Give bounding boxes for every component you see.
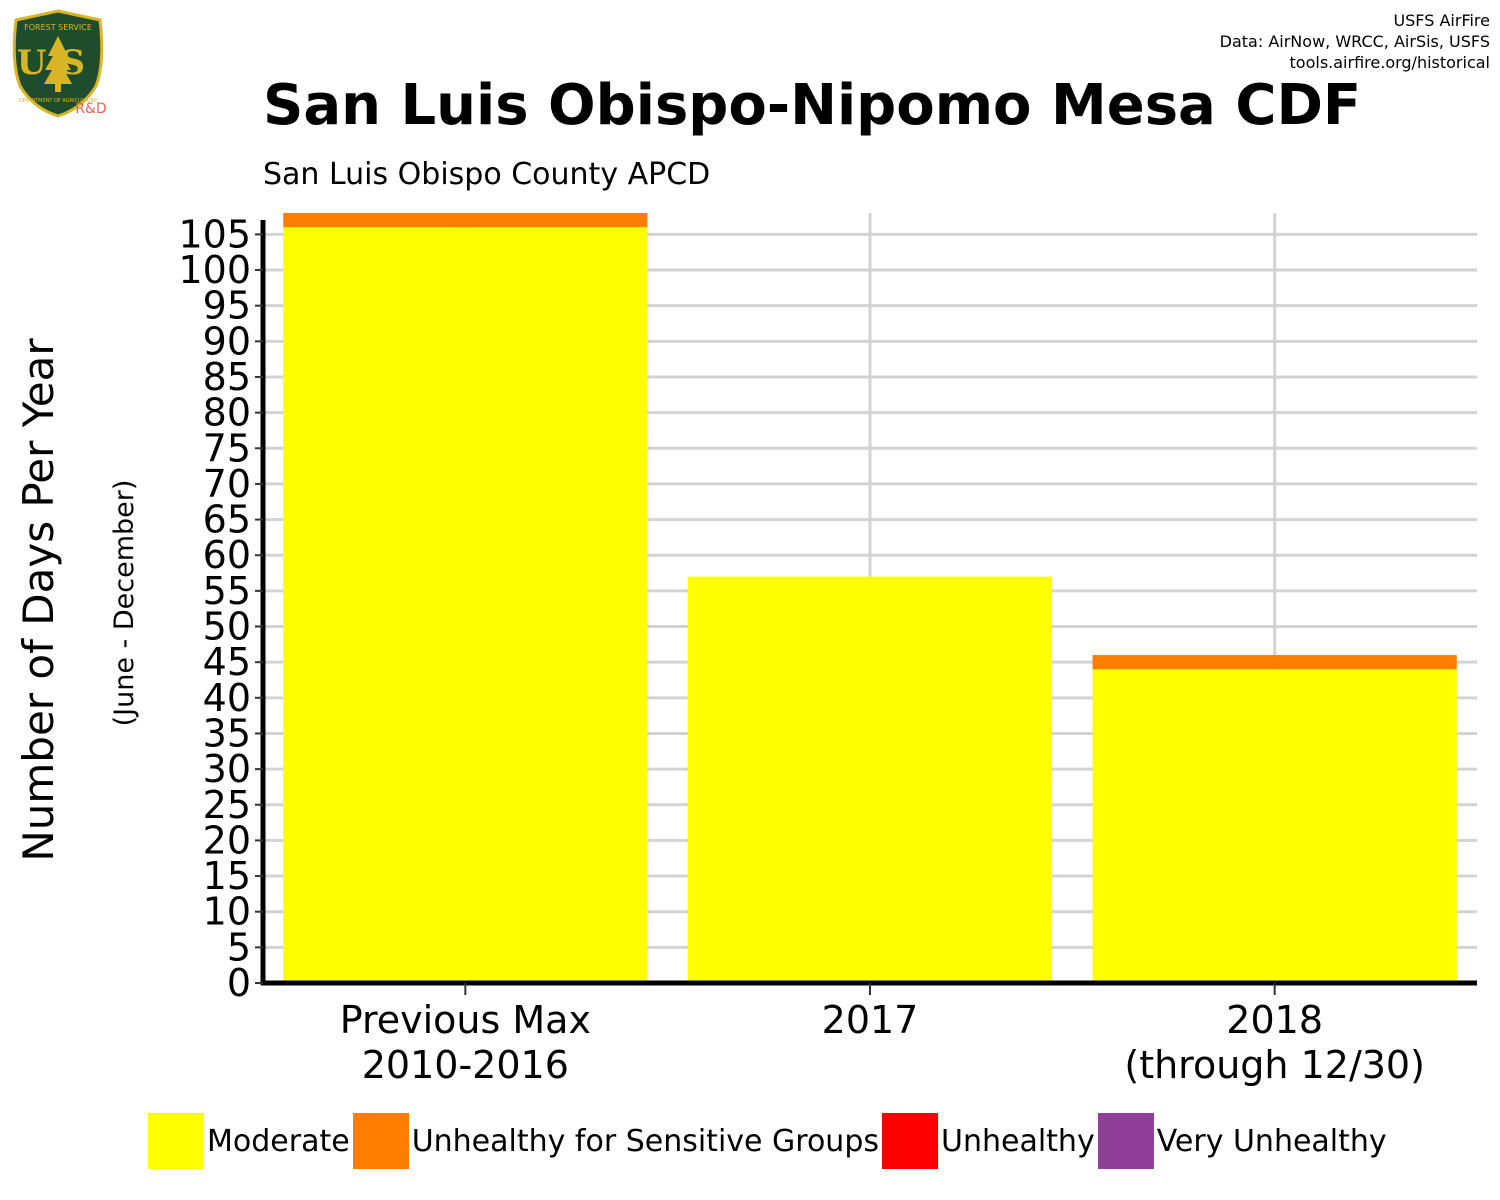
legend-swatch <box>352 1113 409 1169</box>
chart-subtitle: San Luis Obispo County APCD <box>263 157 711 192</box>
legend-swatch <box>148 1113 204 1169</box>
x-tick-label: 2017 <box>822 998 919 1042</box>
x-tick-label: (through 12/30) <box>1124 1043 1425 1087</box>
logo-bottom-text: DEPARTMENT OF AGRICULTURE <box>19 98 97 104</box>
y-tick-label: 15 <box>203 854 251 898</box>
legend-item-very-unhealthy: Very Unhealthy <box>1097 1113 1387 1169</box>
legend-label: Unhealthy for Sensitive Groups <box>411 1123 879 1159</box>
bar-segment <box>1092 655 1457 670</box>
y-tick-label: 40 <box>203 676 251 720</box>
y-tick-label: 30 <box>203 747 251 791</box>
logo-top-text: FOREST SERVICE <box>24 23 92 32</box>
y-tick-label: 80 <box>203 391 251 435</box>
y-tick-label: 70 <box>203 462 251 506</box>
y-axis-label: Number of Days Per Year <box>14 338 63 862</box>
usfs-logo: FOREST SERVICE US DEPARTMENT OF AGRICULT… <box>12 9 107 118</box>
legend-item-usg: Unhealthy for Sensitive Groups <box>352 1113 879 1169</box>
bar-segment <box>1092 669 1457 983</box>
tree-trunk-icon <box>55 84 61 92</box>
x-tick-label: Previous Max <box>340 998 591 1042</box>
y-tick-label: 5 <box>227 925 251 969</box>
legend: Moderate Unhealthy for Sensitive Groups … <box>148 1113 1390 1169</box>
logo-badge: R&D <box>75 101 106 117</box>
bar-segment <box>283 227 648 983</box>
y-tick-label: 20 <box>203 818 251 862</box>
y-tick-label: 95 <box>203 284 251 328</box>
y-tick-label: 50 <box>203 605 251 649</box>
y-tick-label: 90 <box>203 319 251 363</box>
y-tick-label: 55 <box>203 569 251 613</box>
legend-item-moderate: Moderate <box>148 1113 350 1169</box>
credit-line: USFS AirFire <box>1393 11 1490 30</box>
credit-line: tools.airfire.org/historical <box>1289 53 1490 72</box>
legend-swatch <box>1097 1113 1154 1169</box>
credit-line: Data: AirNow, WRCC, AirSis, USFS <box>1219 32 1490 51</box>
credits: USFS AirFire Data: AirNow, WRCC, AirSis,… <box>1220 10 1490 73</box>
y-tick-label: 105 <box>178 212 251 256</box>
x-tick-label: 2010-2016 <box>362 1043 569 1087</box>
y-tick-label: 25 <box>203 783 251 827</box>
y-tick-label: 35 <box>203 711 251 755</box>
x-tick-label: 2018 <box>1226 998 1323 1042</box>
legend-item-unhealthy: Unhealthy <box>882 1113 1095 1169</box>
y-tick-label: 10 <box>203 890 251 934</box>
y-tick-label: 0 <box>227 961 251 1005</box>
bar-segment <box>283 213 648 228</box>
bar-segment <box>687 576 1053 983</box>
y-tick-label: 60 <box>203 533 251 577</box>
tree-icon <box>44 36 72 84</box>
y-tick-label: 45 <box>203 640 251 684</box>
y-tick-label: 65 <box>203 498 251 542</box>
y-tick-label: 100 <box>178 248 251 292</box>
legend-swatch <box>882 1113 938 1169</box>
chart-title: San Luis Obispo-Nipomo Mesa CDF <box>263 73 1362 138</box>
y-axis-sublabel: (June - December) <box>109 480 140 727</box>
legend-label: Moderate <box>207 1123 350 1159</box>
y-tick-label: 85 <box>203 355 251 399</box>
legend-label: Very Unhealthy <box>1156 1123 1387 1159</box>
legend-label: Unhealthy <box>941 1123 1095 1159</box>
y-tick-label: 75 <box>203 426 251 470</box>
